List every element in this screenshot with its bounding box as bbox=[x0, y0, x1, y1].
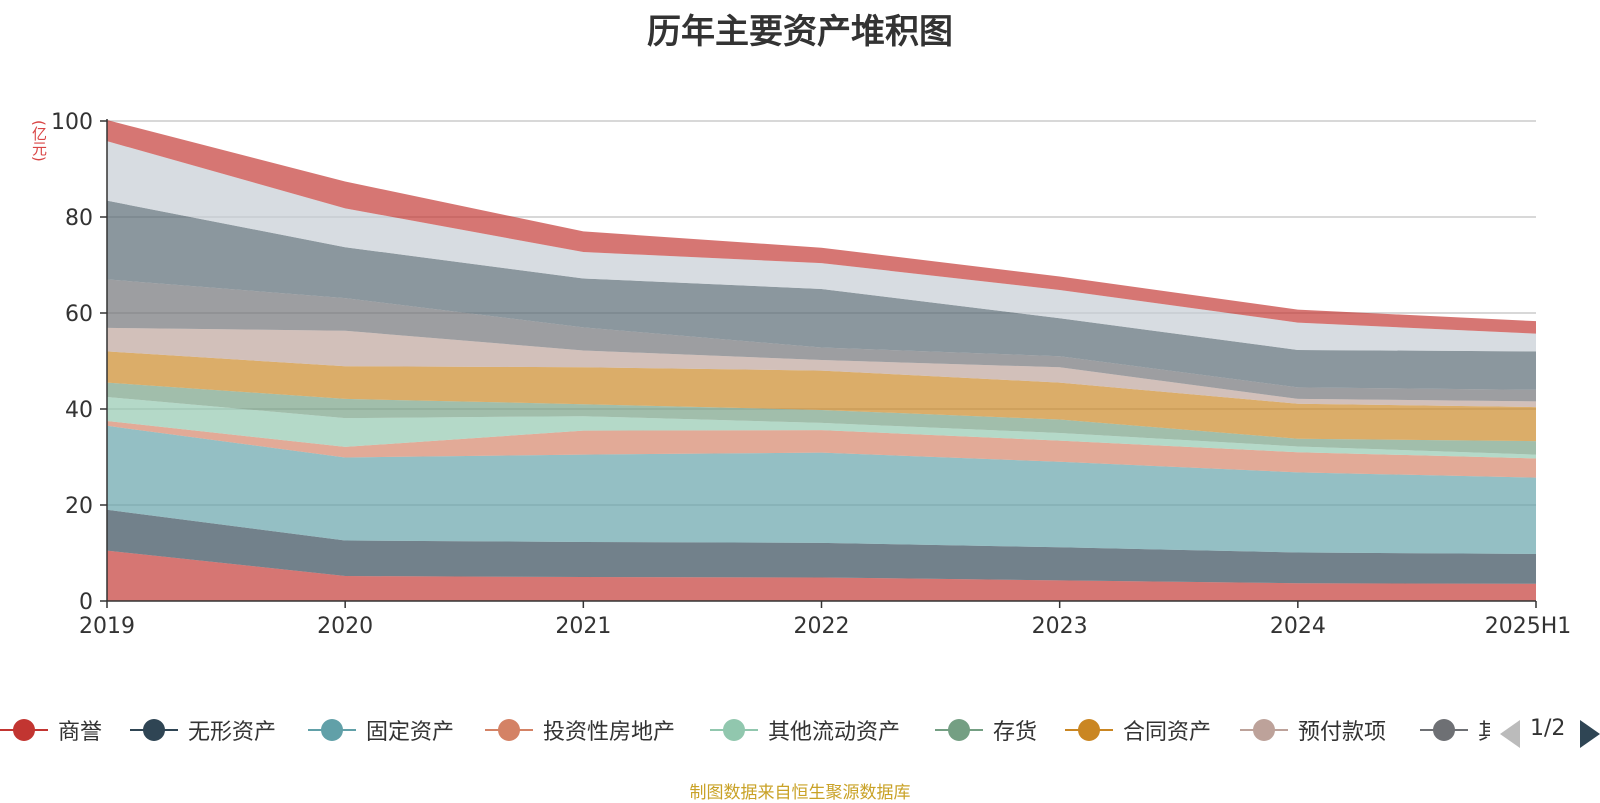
y-tick-label: 40 bbox=[65, 398, 93, 423]
legend-label: 其他流动资产 bbox=[768, 720, 901, 745]
data-source-note: 制图数据来自恒生聚源数据库 bbox=[689, 783, 911, 803]
legend-item[interactable]: 存货 bbox=[935, 710, 1037, 750]
area-series bbox=[107, 200, 1536, 390]
legend-label: 无形资产 bbox=[188, 720, 277, 745]
area-series bbox=[107, 425, 1536, 554]
legend-prev-page-icon[interactable] bbox=[1500, 720, 1520, 748]
legend-label: 其 bbox=[1478, 720, 1490, 745]
legend-marker-icon bbox=[1065, 718, 1113, 742]
legend-label: 商誉 bbox=[58, 720, 103, 745]
legend-marker-icon bbox=[935, 718, 983, 742]
y-axis-unit-label: (亿元) bbox=[30, 120, 48, 162]
legend-item[interactable]: 预付款项 bbox=[1240, 710, 1386, 750]
x-tick-label: 2025H1 bbox=[1485, 614, 1572, 639]
legend-marker-icon bbox=[1240, 718, 1288, 742]
legend-page-indicator: 1/2 bbox=[1530, 716, 1566, 741]
x-tick-label: 2021 bbox=[555, 614, 611, 639]
chart-legend: 商誉 无形资产 固定资产 投资性房地产 其他流动资产 存货 合同资产 预付款项 其 bbox=[0, 710, 1490, 750]
legend-label: 投资性房地产 bbox=[543, 720, 676, 745]
legend-marker-icon bbox=[710, 718, 758, 742]
x-tick-label: 2019 bbox=[79, 614, 135, 639]
legend-marker-icon bbox=[130, 718, 178, 742]
legend-marker-icon bbox=[0, 718, 48, 742]
legend-item[interactable]: 无形资产 bbox=[130, 710, 276, 750]
x-tick-label: 2022 bbox=[794, 614, 850, 639]
x-tick-label: 2020 bbox=[317, 614, 373, 639]
area-series bbox=[107, 279, 1536, 402]
y-tick-label: 80 bbox=[65, 206, 93, 231]
legend-item[interactable]: 投资性房地产 bbox=[485, 710, 675, 750]
area-series bbox=[107, 421, 1536, 478]
chart-title: 历年主要资产堆积图 bbox=[647, 12, 953, 52]
legend-label: 存货 bbox=[993, 720, 1038, 745]
area-series bbox=[107, 141, 1536, 352]
y-tick-label: 0 bbox=[79, 590, 93, 615]
legend-label: 合同资产 bbox=[1123, 720, 1212, 745]
y-tick-label: 60 bbox=[65, 302, 93, 327]
legend-marker-icon bbox=[1420, 718, 1468, 742]
legend-item[interactable]: 合同资产 bbox=[1065, 710, 1211, 750]
legend-item[interactable]: 其 bbox=[1420, 710, 1490, 750]
legend-item[interactable]: 商誉 bbox=[0, 710, 102, 750]
legend-marker-icon bbox=[485, 718, 533, 742]
area-series bbox=[107, 550, 1536, 601]
area-series bbox=[107, 382, 1536, 455]
chart-plot: 0 20 40 60 80 100 2019 2020 2021 2022 2023 2024 2025… bbox=[51, 110, 1572, 639]
legend-item[interactable]: 固定资产 bbox=[308, 710, 454, 750]
area-series bbox=[107, 397, 1536, 459]
legend-marker-icon bbox=[308, 718, 356, 742]
y-tick-label: 100 bbox=[51, 110, 93, 135]
area-series bbox=[107, 327, 1536, 408]
x-tick-label: 2024 bbox=[1270, 614, 1326, 639]
x-tick-label: 2023 bbox=[1032, 614, 1088, 639]
legend-pager: 1/2 bbox=[1500, 712, 1600, 752]
legend-item[interactable]: 其他流动资产 bbox=[710, 710, 900, 750]
legend-next-page-icon[interactable] bbox=[1580, 720, 1600, 748]
area-series bbox=[107, 509, 1536, 584]
legend-label: 预付款项 bbox=[1298, 720, 1387, 745]
area-series bbox=[107, 351, 1536, 442]
legend-label: 固定资产 bbox=[366, 720, 455, 745]
y-tick-label: 20 bbox=[65, 494, 93, 519]
